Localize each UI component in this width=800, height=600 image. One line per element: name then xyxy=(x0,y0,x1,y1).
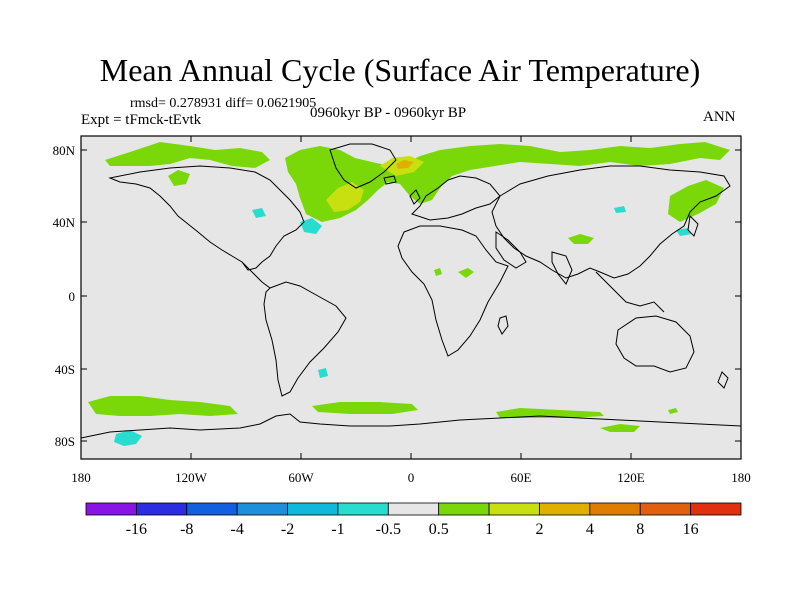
colorbar-label: 0.5 xyxy=(429,521,449,538)
canada-greenland-anomaly xyxy=(285,142,730,222)
tibet-anomaly xyxy=(568,234,594,244)
southern-ocean-anomaly-3 xyxy=(496,408,604,418)
coastlines xyxy=(80,143,742,439)
lon-tick-label: 120W xyxy=(175,470,208,485)
north-atlantic-warm-core xyxy=(326,182,364,212)
lat-tick-label: 40S xyxy=(55,362,75,377)
lat-tick-label: 80S xyxy=(55,434,75,449)
colorbar-swatch xyxy=(236,502,288,516)
colorbar: -16 -8 -4 -2 -1 -0.5 0.5 1 2 4 8 16 xyxy=(85,502,742,538)
colorbar-swatch xyxy=(387,502,440,516)
colorbar-swatch xyxy=(639,502,692,516)
lon-tick-label: 120E xyxy=(617,470,645,485)
lon-tick-label: 180 xyxy=(71,470,91,485)
colorbar-label: -2 xyxy=(281,521,294,538)
colorbar-swatch xyxy=(186,502,238,516)
cool-anomaly-regions xyxy=(114,206,692,446)
colorbar-swatch xyxy=(337,502,389,516)
lon-tick-label: 0 xyxy=(408,470,415,485)
colorbar-label: -0.5 xyxy=(376,521,401,538)
colorbar-label: 4 xyxy=(586,521,594,538)
experiment-label: Expt = tFmck-tEvtk xyxy=(81,112,202,128)
antarctica-coastline xyxy=(80,413,742,439)
siberia-anomaly xyxy=(668,180,724,222)
arctic-north-america-anomaly xyxy=(105,142,270,168)
india-coastline xyxy=(551,251,573,285)
alaska-anomaly xyxy=(168,170,190,186)
gulf-stream-cool-anomaly xyxy=(300,218,322,234)
colorbar-swatch xyxy=(287,502,339,516)
central-america-coastline xyxy=(241,261,271,289)
lon-tick-label: 60E xyxy=(511,470,532,485)
lat-tick-label: 0 xyxy=(69,289,76,304)
madagascar-coastline xyxy=(497,315,509,335)
season-label: ANN xyxy=(703,109,736,125)
colorbar-label: -1 xyxy=(331,521,344,538)
japan-coastline xyxy=(687,214,699,237)
colorbar-label: -4 xyxy=(230,521,243,538)
colorbar-swatch xyxy=(85,502,137,516)
longitude-axis: 180 120W 60W 0 60E 120E 180 xyxy=(71,136,751,485)
new-zealand-coastline xyxy=(717,371,729,389)
colorbar-label: 2 xyxy=(535,521,543,538)
colorbar-swatch xyxy=(438,502,490,516)
lon-tick-label: 60W xyxy=(288,470,314,485)
colorbar-label: -16 xyxy=(126,521,147,538)
greenland-hot-spot xyxy=(396,160,414,169)
asia-coastline xyxy=(491,165,731,279)
indian-ocean-anomaly xyxy=(668,408,678,414)
iceland-coastline xyxy=(383,175,397,185)
south-america-coastline xyxy=(263,281,347,397)
australia-coastline xyxy=(615,315,695,373)
north-america-coastline xyxy=(108,165,305,271)
plot-title: Mean Annual Cycle (Surface Air Temperatu… xyxy=(99,52,701,88)
colorbar-label: 8 xyxy=(636,521,644,538)
south-atlantic-cool-anomaly xyxy=(318,368,328,378)
colorbar-label: -8 xyxy=(180,521,193,538)
greenland-coastline xyxy=(329,143,397,189)
africa-anomaly-2 xyxy=(458,268,474,278)
europe-coastline xyxy=(411,175,501,221)
arctic-cool-anomaly xyxy=(614,206,626,213)
colorbar-swatch xyxy=(135,502,188,516)
southern-ocean-anomaly-1 xyxy=(88,396,238,416)
arabia-coastline xyxy=(495,231,527,269)
lon-tick-label: 180 xyxy=(731,470,751,485)
southern-ocean-anomaly-2 xyxy=(312,402,418,414)
colorbar-swatch xyxy=(690,502,742,516)
southeast-asia-coastline xyxy=(595,271,665,313)
uk-coastline xyxy=(409,189,421,205)
colorbar-swatch xyxy=(589,502,641,516)
period-label: 0960kyr BP - 0960kyr BP xyxy=(310,105,467,121)
colorbar-swatch xyxy=(539,502,591,516)
warm-anomaly-regions xyxy=(88,142,730,432)
antarctic-cool-anomaly xyxy=(114,430,142,446)
africa-anomaly-1 xyxy=(434,268,442,276)
colorbar-label: 16 xyxy=(683,521,699,538)
lat-tick-label: 40N xyxy=(53,215,76,230)
rmsd-diff-stats: rmsd= 0.278931 diff= 0.0621905 xyxy=(130,96,317,111)
colorbar-swatch xyxy=(488,502,540,516)
great-lakes-cool-anomaly xyxy=(252,208,266,218)
colorbar-label: 1 xyxy=(485,521,493,538)
latitude-axis: 80N 40N 0 40S 80S xyxy=(53,143,741,449)
map-panel xyxy=(80,135,742,460)
antarctic-anomaly xyxy=(600,424,640,432)
africa-coastline xyxy=(397,225,509,357)
lat-tick-label: 80N xyxy=(53,143,76,158)
